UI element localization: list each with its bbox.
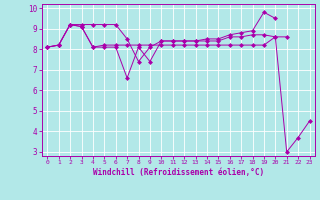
X-axis label: Windchill (Refroidissement éolien,°C): Windchill (Refroidissement éolien,°C) (93, 168, 264, 177)
